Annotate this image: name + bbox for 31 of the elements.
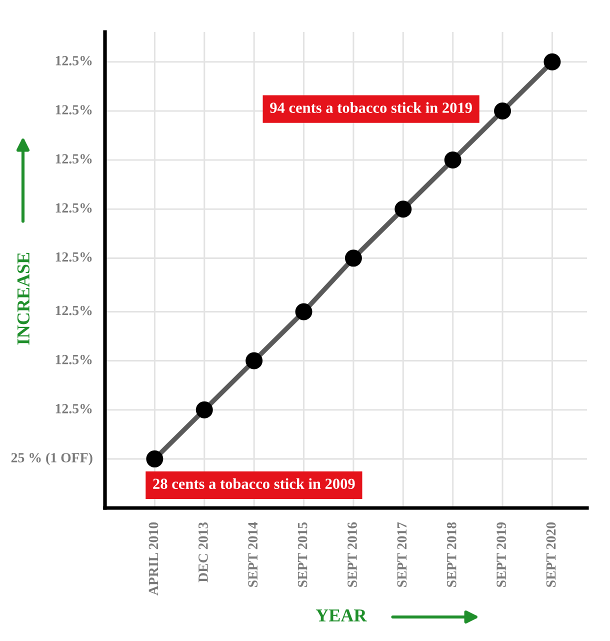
- x-tick-label: SEPT 2018: [446, 522, 456, 587]
- point: [246, 352, 263, 370]
- x-tick-label: SEPT 2019: [496, 522, 506, 587]
- point: [494, 102, 512, 120]
- point: [295, 303, 312, 320]
- point: [196, 401, 213, 418]
- x-tick-label: SEPT 2020: [546, 522, 556, 587]
- text: 12.5%: [56, 354, 92, 364]
- text: 12.5%: [56, 56, 92, 66]
- x-tick-label: SEPT 2015: [298, 522, 308, 587]
- x-tick-label: APRIL 2010: [148, 522, 158, 596]
- point: [544, 53, 561, 70]
- text: 12.5%: [56, 105, 92, 114]
- annotation: 94 cents a tobacco stick in 2019: [270, 102, 472, 113]
- text: 12.5%: [56, 252, 92, 262]
- text: 12.5%: [56, 404, 92, 414]
- y-axis-title: INCREASE: [17, 252, 30, 345]
- x-tick-label: DEC 2013: [198, 522, 208, 582]
- x-tick-label: SEPT 2017: [397, 522, 407, 587]
- point: [146, 450, 164, 468]
- text: 12.5%: [56, 154, 92, 164]
- point: [344, 250, 362, 267]
- point: [444, 152, 462, 169]
- point: [394, 200, 412, 218]
- x-axis-title: YEAR: [316, 609, 367, 622]
- text: 12.5%: [56, 306, 92, 316]
- text: 12.5%: [56, 203, 92, 213]
- x-tick-label: SEPT 2014: [248, 522, 258, 587]
- x-tick-label: SEPT 2016: [348, 522, 357, 587]
- text: 25 % (1 OFF): [11, 452, 92, 466]
- annotation: 28 cents a tobacco stick in 2009: [153, 478, 355, 489]
